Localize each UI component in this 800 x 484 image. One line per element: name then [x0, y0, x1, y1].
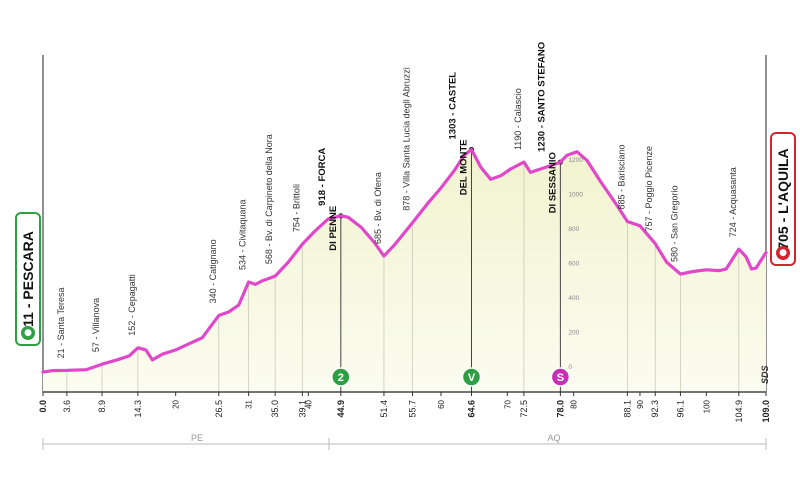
distance-tick-label: 51.4	[379, 400, 389, 418]
distance-tick-label: 92.3	[650, 400, 660, 418]
waypoint-label: 534 - Civitaquana	[238, 199, 248, 270]
start-label: 11 - PESCARA	[20, 231, 36, 327]
waypoint-label: 340 - Catignano	[208, 239, 218, 303]
brand-logo: SDS	[760, 365, 770, 384]
waypoint-label: 1190 - Calascio	[513, 88, 523, 150]
finish-flag-icon: ●	[776, 246, 790, 260]
distance-tick-label: 72.5	[519, 400, 529, 418]
profile-fill	[43, 149, 766, 392]
region-bar: PE AQ	[42, 433, 767, 450]
distance-tick-label: 96.1	[675, 400, 685, 418]
waypoint-label-line: DEL MONTE	[458, 139, 469, 195]
waypoint-label-line: 1230 - SANTO STEFANO	[536, 42, 547, 152]
distance-tick-label: 31	[245, 399, 254, 408]
elevation-tick-label: 600	[568, 261, 579, 268]
distance-tick-label: 109.0	[761, 400, 771, 423]
distance-tick-label: 20	[172, 399, 181, 408]
waypoint-label-line: DI PENNE	[328, 206, 339, 251]
start-sign: 11 - PESCARA ●	[15, 212, 41, 346]
distance-tick-label: 104.9	[734, 400, 744, 423]
distance-tick-label: 64.6	[466, 400, 476, 418]
distance-tick-label: 70	[503, 399, 512, 408]
distance-tick-label: 0.0	[38, 400, 48, 413]
waypoint-label: 57 - Villanova	[91, 298, 101, 352]
waypoint-label: 21 - Santa Teresa	[56, 287, 66, 358]
elevation-tick-label: 1200	[568, 157, 583, 164]
distance-tick-label: 14.3	[133, 400, 143, 418]
cyclist-icon: ●	[21, 326, 35, 340]
distance-tick-label: 26.5	[214, 400, 224, 418]
waypoint-label: 757 - Poggio Picenze	[644, 146, 654, 232]
climb-marker-glyph: 2	[338, 372, 344, 384]
distance-tick-label: 55.7	[407, 400, 417, 418]
elevation-tick-label: 800	[568, 226, 579, 233]
elevation-tick-label: 400	[568, 295, 579, 302]
climb-marker-glyph: V	[468, 372, 476, 384]
climb-marker	[331, 367, 351, 387]
distance-tick-label: 3.6	[62, 400, 72, 413]
distance-tick-label: 90	[636, 399, 645, 408]
profile-area	[43, 149, 766, 392]
distance-tick-label: 35.0	[270, 400, 280, 418]
elevation-tick-label: 0	[568, 364, 572, 371]
climb-marker	[550, 367, 571, 387]
waypoint-label: 685 - Bv. di Ofena	[373, 172, 383, 244]
distance-tick-label: 39.1	[297, 400, 307, 418]
distance-tick-label: 88.1	[622, 400, 632, 418]
waypoint-label-line: DI SESSANIO	[547, 152, 558, 213]
distance-tick-label: 80	[570, 399, 579, 408]
distance-tick-label: 40	[304, 399, 313, 408]
distance-tick-label: 8.9	[97, 400, 107, 413]
climb-marker-glyph: S	[557, 372, 564, 384]
profile-line	[41, 147, 768, 374]
distance-axis: 0.0 3.6 8.9 14.3 20 26.5 31 35.0 39.140 44.9 51.4 5…	[38, 392, 771, 423]
waypoint-label-line: 918 - FORCA	[317, 148, 328, 206]
finish-sign: 705 - L'AQUILA ●	[770, 132, 796, 266]
waypoint-label: 724 - Acquasanta	[728, 167, 738, 237]
distance-tick-label: 78.0	[555, 400, 565, 418]
elevation-scale: 0 200 400 600 800 1000 1200	[568, 157, 583, 371]
waypoint-labels: 21 - Santa Teresa 57 - Villanova 152 - Cep…	[56, 42, 738, 358]
elevation-line	[41, 147, 768, 374]
waypoint-label: 152 - Cepagatti	[127, 274, 137, 336]
waypoint-label: 885 - Barisciano	[616, 144, 626, 209]
distance-tick-label: 100	[702, 399, 711, 413]
waypoint-label: 754 - Brittoli	[291, 184, 301, 232]
waypoint-label-line: 1303 - CASTEL	[447, 72, 458, 140]
distance-tick-label: 44.9	[336, 400, 346, 418]
climb-marker	[461, 367, 482, 387]
distance-tick-label: 60	[437, 399, 446, 408]
climb-markers: 2 V S	[331, 367, 571, 387]
waypoint-label: 568 - Bv. di Carpineto della Nora	[264, 134, 274, 264]
region-label-aq: AQ	[547, 433, 560, 443]
elevation-tick-label: 1000	[568, 192, 583, 199]
region-label-pe: PE	[191, 433, 203, 443]
elevation-tick-label: 200	[568, 330, 579, 337]
waypoint-label: 580 - San Gregorio	[669, 186, 679, 263]
finish-label: 705 - L'AQUILA	[775, 148, 791, 250]
waypoint-label: 878 - Villa Santa Lucia degli Abruzzi	[401, 67, 411, 210]
